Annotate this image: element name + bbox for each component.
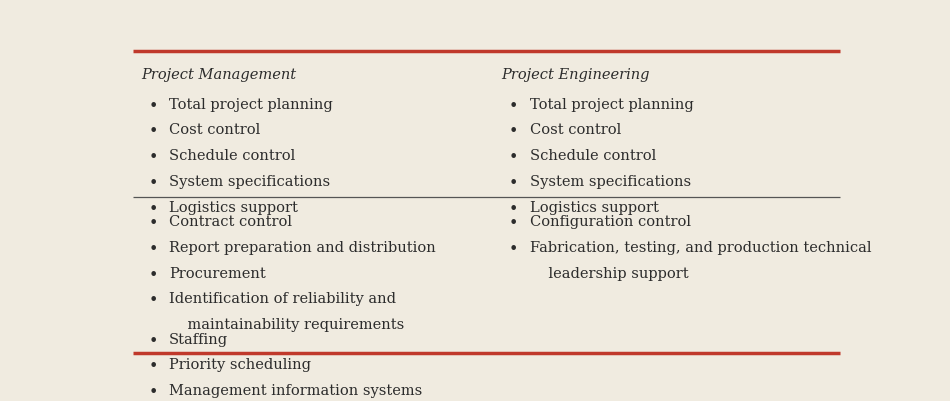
Text: •: •: [148, 97, 158, 114]
Text: Priority scheduling: Priority scheduling: [169, 358, 311, 371]
Text: •: •: [509, 241, 519, 257]
Text: •: •: [148, 149, 158, 166]
Text: •: •: [148, 215, 158, 232]
Text: Project Management: Project Management: [141, 68, 296, 82]
Text: •: •: [148, 332, 158, 349]
Text: Project Engineering: Project Engineering: [502, 68, 650, 82]
Text: •: •: [148, 241, 158, 257]
Text: •: •: [148, 200, 158, 217]
Text: Total project planning: Total project planning: [529, 97, 694, 111]
Text: •: •: [148, 358, 158, 375]
Text: Schedule control: Schedule control: [529, 149, 656, 163]
Text: •: •: [148, 174, 158, 191]
Text: Logistics support: Logistics support: [169, 200, 297, 214]
Text: Contract control: Contract control: [169, 215, 292, 229]
Text: •: •: [148, 266, 158, 283]
Text: •: •: [148, 383, 158, 400]
Text: Logistics support: Logistics support: [529, 200, 658, 214]
Text: •: •: [148, 123, 158, 140]
Text: •: •: [509, 215, 519, 232]
Text: •: •: [509, 174, 519, 191]
Text: •: •: [148, 292, 158, 309]
Text: •: •: [509, 200, 519, 217]
Text: Schedule control: Schedule control: [169, 149, 295, 163]
Text: Procurement: Procurement: [169, 266, 266, 280]
Text: Cost control: Cost control: [529, 123, 621, 137]
Text: Fabrication, testing, and production technical: Fabrication, testing, and production tec…: [529, 241, 871, 255]
Text: Report preparation and distribution: Report preparation and distribution: [169, 241, 435, 255]
Text: Management information systems: Management information systems: [169, 383, 422, 397]
Text: Identification of reliability and: Identification of reliability and: [169, 292, 396, 306]
Text: leadership support: leadership support: [529, 266, 688, 280]
Text: Staffing: Staffing: [169, 332, 228, 346]
Text: •: •: [509, 97, 519, 114]
Text: Total project planning: Total project planning: [169, 97, 332, 111]
Text: System specifications: System specifications: [529, 174, 691, 188]
Text: Configuration control: Configuration control: [529, 215, 691, 229]
Text: •: •: [509, 123, 519, 140]
Text: Cost control: Cost control: [169, 123, 260, 137]
Text: •: •: [509, 149, 519, 166]
Text: maintainability requirements: maintainability requirements: [169, 317, 404, 331]
Text: System specifications: System specifications: [169, 174, 330, 188]
